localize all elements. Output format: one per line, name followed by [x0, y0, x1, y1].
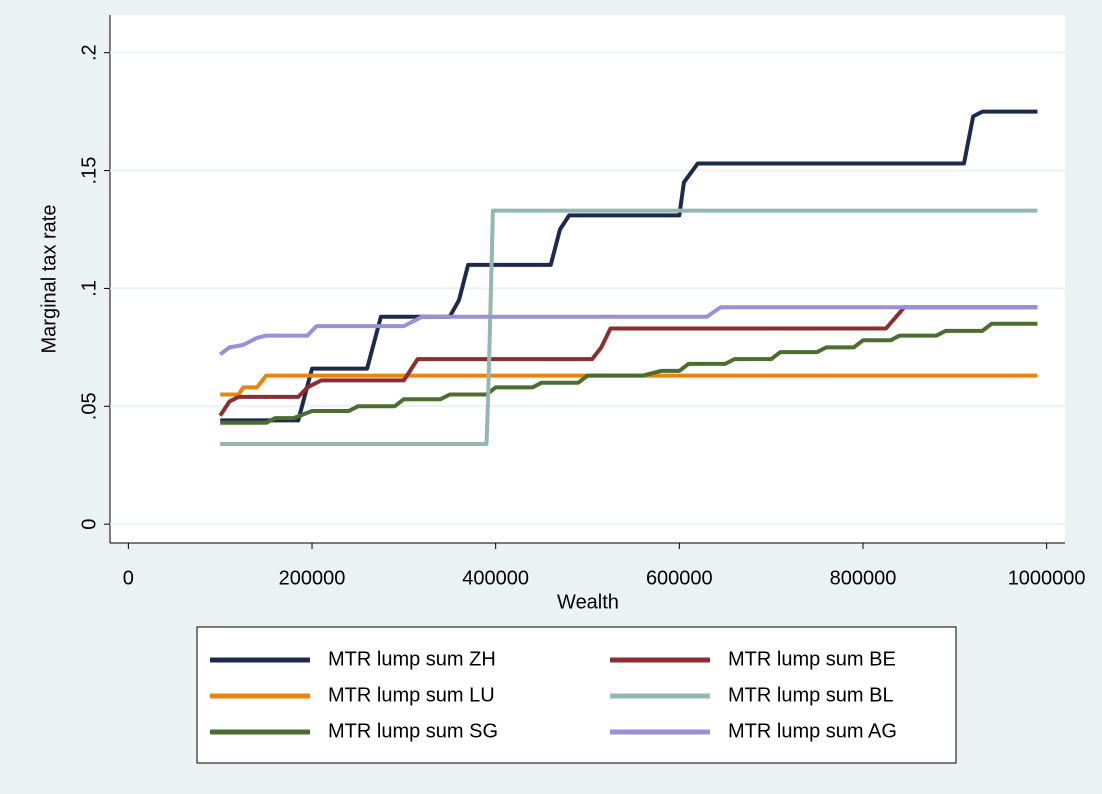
legend-label: MTR lump sum ZH — [328, 648, 496, 670]
series-line — [220, 321, 1038, 425]
x-tick-label: 600000 — [646, 567, 713, 589]
series-line — [220, 109, 1038, 423]
y-axis-title: Marginal tax rate — [38, 205, 60, 354]
x-axis-title: Wealth — [557, 591, 619, 613]
legend-label: MTR lump sum LU — [328, 684, 495, 706]
x-tick-label: 400000 — [462, 567, 529, 589]
series-line — [220, 373, 1038, 397]
series-line — [220, 208, 1038, 446]
y-tick-label: 0 — [78, 519, 100, 530]
legend-label: MTR lump sum BE — [728, 648, 896, 670]
y-tick-label: .15 — [78, 157, 100, 185]
legend-label: MTR lump sum SG — [328, 720, 498, 742]
y-tick-label: .2 — [78, 44, 100, 61]
series-line — [218, 305, 1038, 417]
series-line — [218, 305, 1038, 357]
plot-area — [110, 15, 1065, 543]
x-tick-label: 0 — [123, 567, 134, 589]
x-tick-label: 1000000 — [1008, 567, 1086, 589]
x-tick-label: 200000 — [279, 567, 346, 589]
x-tick-label: 800000 — [830, 567, 897, 589]
legend — [196, 626, 957, 764]
y-tick-label: .05 — [78, 392, 100, 420]
legend-label: MTR lump sum BL — [728, 684, 894, 706]
y-tick-label: .1 — [78, 280, 100, 297]
legend-label: MTR lump sum AG — [728, 720, 897, 742]
